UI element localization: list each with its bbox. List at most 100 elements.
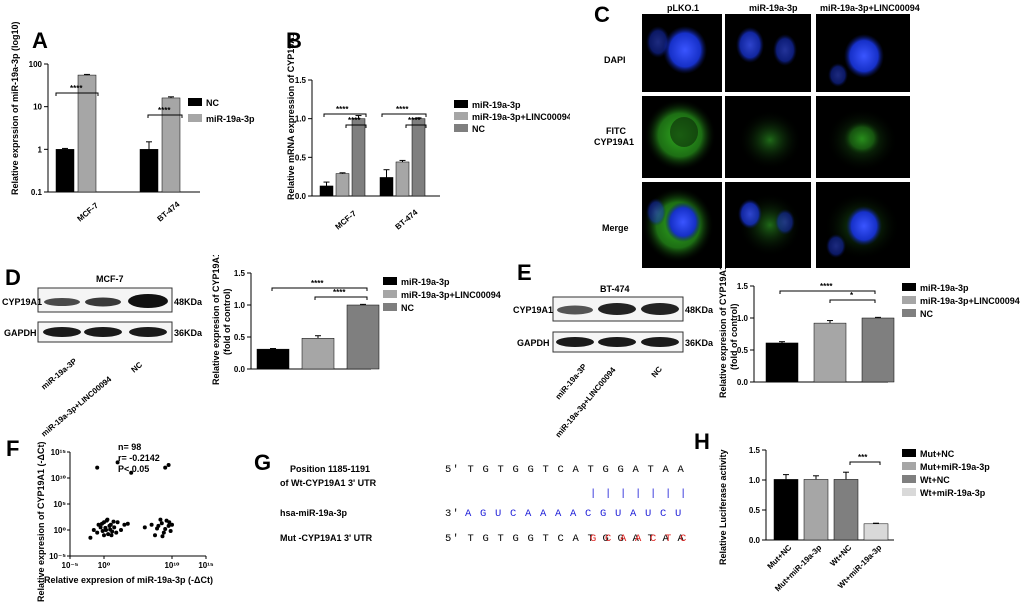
panel-d-lane-1: miR-19a-3P [40,356,80,391]
panel-f-xlabel: Relative expresion of miR-19a-3p (-ΔCt) [44,575,213,585]
panel-b-bar [379,177,394,197]
panel-c-nucleus [826,234,846,258]
panel-b-bar [351,118,366,197]
panel-e-ylabel-2: (fold of control) [729,304,739,370]
panel-a-letter: A [32,28,48,53]
panel-c-nucleus [736,27,764,63]
panel-e-letter: E [517,260,532,285]
panel-c-nucleus [646,198,666,226]
panel-f-stat-p: P< 0.05 [118,464,149,474]
panel-h-ytick-label: 0.0 [749,536,761,545]
panel-h-legend-swatch-4 [902,488,916,496]
panel-d-bar [256,348,290,370]
panel-h-legend-2: Mut+miR-19a-3p [920,462,990,472]
panel-c-nucleus [773,34,797,66]
panel-e-size-36: 36KDa [685,338,714,348]
panel-a-bar [55,149,75,193]
panel-e-ytick-label: 0.0 [737,378,749,387]
panel-e-band [641,303,679,315]
panel-c-col-plko: pLKO.1 [667,3,699,13]
panel-a-legend-swatch-nc [188,98,202,106]
panel-e-band [598,303,636,315]
panel-c-col-mir-linc: miR-19a-3p+LINC00094 [820,3,920,13]
panel-e-row-gapdh: GAPDH [517,338,550,348]
panel-f-point [103,525,108,530]
panel-f-point [153,533,157,538]
panel-f-ytick-label: 10⁻⁵ [49,552,66,561]
panel-e-band [598,337,636,347]
panel-d-sig-bracket-1 [271,287,368,291]
panel-b-sig-3: **** [396,105,409,114]
panel-d-blot-title: MCF-7 [96,274,124,284]
panel-b-bar [335,173,350,197]
panel-g-mut-label: Mut -CYP19A1 3' UTR [280,533,373,543]
panel-b-xtick-mcf7: MCF-7 [334,209,359,232]
panel-h-letter: H [694,429,710,454]
panel-b-legend-swatch-2 [454,112,468,120]
panel-a-sig-2: **** [158,106,171,115]
panel-d-row-cyp19a1: CYP19A1 [2,297,42,307]
panel-e-sig-bracket-1 [779,290,876,294]
panel-a-ytick-label: 10 [33,103,42,112]
panel-b-sig-bracket-4 [405,124,427,128]
panel-h-xtick-label: Mut+NC [766,543,794,571]
panel-b-xtick-bt474: BT-474 [394,207,420,231]
panel-f-point [115,520,120,525]
panel-h-bar [863,523,889,541]
panel-e-legend-swatch-3 [902,309,916,317]
panel-c-row-fitc-2: CYP19A1 [594,137,634,147]
panel-f-point [91,528,96,532]
panel-f-point [142,525,147,530]
panel-d-legend-swatch-3 [383,303,397,311]
panel-f-point [158,517,163,522]
panel-c-nucleus [846,206,882,246]
panel-a-sig-bracket-2 [147,114,183,118]
panel-e-bar [765,342,799,383]
panel-e-legend-swatch-1 [902,283,916,291]
panel-c-nucleus [775,209,795,235]
panel-d-ylabel-2: (fold of control) [222,289,232,355]
panel-f-point [95,530,100,535]
panel-b-legend-swatch-1 [454,100,468,108]
panel-f-ytick-label: 10¹⁰ [51,474,67,483]
panel-f-xtick-label: 10⁻⁵ [62,561,79,570]
panel-f-ytick-label: 10⁵ [53,500,66,509]
panel-f-xtick-label: 10¹⁰ [164,561,180,570]
panel-h-legend-3: Wt+NC [920,475,950,485]
panel-f-point [104,518,109,523]
panel-g-letter: G [254,450,271,475]
panel-d-ytick-label: 1.5 [234,269,246,278]
panel-f-point [102,533,106,538]
panel-d-legend-2: miR-19a-3p+LINC00094 [401,290,501,300]
panel-f-stat-n: n= 98 [118,442,141,452]
panel-b-sig-bracket-1 [323,113,367,117]
panel-e-sig-2: * [850,291,854,300]
panel-h-ytick-label: 0.5 [749,506,761,515]
panel-d-lane-3: NC [130,360,145,374]
panel-d-sig-1: **** [311,279,324,288]
panel-c-nucleus [665,202,701,242]
panel-f-point [129,470,134,475]
panel-d-band [129,327,167,337]
panel-g-wt-label: of Wt-CYP19A1 3' UTR [280,478,377,488]
panel-a-sig-1: **** [70,84,83,93]
panel-f-ylabel: Relative expresion of CYP19A1 (-ΔCt) [36,441,46,602]
panel-e-ylabel-1: Relative expresion of CYP19A1 [718,268,728,398]
panel-b-sig-bracket-2 [345,124,367,128]
panel-f-point [159,521,164,526]
panel-a-xtick-mcf7: MCF-7 [76,201,101,224]
panel-b-ylabel: Relative mRNA expression of CYP19A1 [286,32,296,200]
panel-e-legend-2: miR-19a-3p+LINC00094 [920,296,1020,306]
panel-h-legend-4: Wt+miR-19a-3p [920,488,986,498]
panel-b-legend-1: miR-19a-3p [472,100,521,110]
panel-f-ytick-label: 10¹⁵ [51,448,67,457]
panel-b-chart: B Relative mRNA expression of CYP19A1 0.… [286,28,570,232]
panel-f-point [114,530,119,535]
panel-d-sig-bracket-2 [314,296,368,300]
panel-d-row-gapdh: GAPDH [4,328,37,338]
panel-h-bar [803,479,829,541]
panel-e-size-48: 48KDa [685,305,714,315]
panel-f-point [155,526,160,531]
panel-c-cytoplasm [738,110,802,170]
panel-a-legend-swatch-mir [188,114,202,122]
